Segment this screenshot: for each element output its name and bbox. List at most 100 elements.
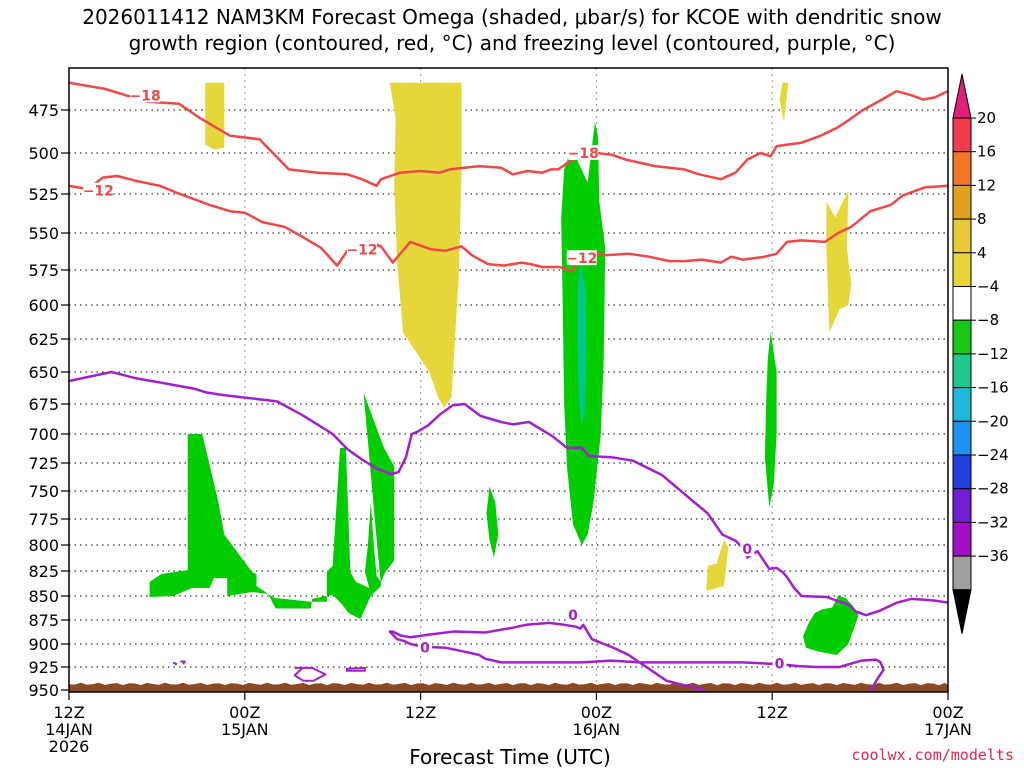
y-tick-label-900: 900 [28, 635, 59, 654]
colorbar-swatch-11 [952, 488, 972, 523]
contour-label-5: 0 [742, 542, 752, 558]
contour-label-bg-1 [568, 145, 599, 160]
colorbar-swatch-5 [952, 286, 972, 321]
colorbar-label-5: −4 [977, 278, 999, 296]
omega-region-upward-5 [803, 596, 859, 655]
chart-title-line-2: growth region (contoured, red, °C) and f… [129, 31, 896, 55]
contour-label-2: −12 [83, 184, 114, 200]
contour-freezing-level [69, 370, 948, 617]
contour-label-bg-5 [740, 541, 755, 557]
y-tick-label-925: 925 [28, 658, 59, 677]
omega-region-downward-6 [205, 82, 225, 150]
colorbar-label-10: −24 [977, 446, 1009, 464]
contour-label-bg-2 [83, 182, 114, 198]
colorbar-swatch-6 [952, 319, 972, 355]
colorbar-label-4: 4 [977, 244, 987, 262]
temperature-contours [69, 81, 948, 692]
y-tick-label-500: 500 [28, 144, 59, 163]
contour-label-0: −18 [130, 88, 161, 104]
y-tick-label-700: 700 [28, 425, 59, 444]
colorbar-label-6: −8 [977, 311, 999, 329]
x-tick-label-0-2: 2026 [49, 737, 90, 756]
contour-dgz-bottom [69, 174, 948, 273]
contour-freezing-level-lower [388, 621, 885, 692]
colorbar-swatch-4 [952, 252, 972, 288]
y-axis: 475 500 525 550 575 600 625 650 675 700 725 750 775 8… [28, 101, 69, 700]
y-tick-label-950: 950 [28, 681, 59, 700]
colorbar-label-9: −20 [977, 412, 1009, 430]
colorbar-swatch-13 [952, 555, 972, 591]
x-tick-label-12-0: 00Z [229, 703, 260, 722]
contour-label-bg-7 [417, 639, 432, 655]
omega-region-downward-7 [389, 82, 462, 408]
y-tick-label-600: 600 [28, 296, 59, 315]
y-tick-label-800: 800 [28, 536, 59, 555]
omega-region-upward-0 [149, 392, 395, 619]
colorbar-label-8: −16 [977, 379, 1009, 397]
y-tick-label-675: 675 [28, 395, 59, 414]
terrain-surface [69, 682, 948, 692]
colorbar-bottom-arrow [952, 589, 972, 634]
y-tick-label-850: 850 [28, 587, 59, 606]
omega-region-downward-9 [826, 190, 852, 333]
x-axis-label: Forecast Time (UTC) [409, 745, 611, 768]
y-tick-label-650: 650 [28, 363, 59, 382]
credit-text: coolwx.com/modelts [851, 746, 1014, 764]
y-tick-label-625: 625 [28, 330, 59, 349]
contour-label-bg-8 [772, 655, 787, 671]
colorbar: 20 16 12 8 4 −4 −8 −12 −16 −20 −24 −28 −32 −36 [952, 73, 1009, 634]
contour-label-bg-3 [347, 241, 377, 257]
contour-small-loop-3 [180, 660, 186, 665]
y-tick-label-525: 525 [28, 185, 59, 204]
contour-label-bg-6 [565, 607, 580, 623]
colorbar-swatch-10 [952, 454, 972, 490]
contour-label-1: −18 [568, 146, 599, 162]
contour-small-loop-1 [293, 666, 327, 682]
contour-label-6: 0 [568, 608, 578, 624]
colorbar-swatch-0 [952, 117, 972, 153]
omega-shading [149, 82, 859, 655]
colorbar-label-0: 20 [977, 109, 996, 127]
contour-labels: −18 −18 −12 −12 −12 0 0 0 0 [83, 87, 787, 672]
x-tick-label-0-1: 14JAN [45, 720, 93, 739]
y-tick-label-475: 475 [28, 101, 59, 120]
y-tick-label-725: 725 [28, 454, 59, 473]
y-tick-label-575: 575 [28, 261, 59, 280]
contour-label-3: −12 [346, 242, 377, 258]
omega-region-upward-3 [486, 486, 499, 558]
y-tick-label-825: 825 [28, 562, 59, 581]
x-tick-label-60-1: 17JAN [924, 720, 972, 739]
colorbar-label-3: 8 [977, 210, 987, 228]
contour-dgz-top [69, 81, 948, 188]
x-tick-label-60-0: 00Z [932, 703, 963, 722]
omega-region-upward-2 [577, 262, 587, 425]
omega-region-downward-8 [779, 82, 789, 122]
colorbar-swatch-2 [952, 184, 972, 220]
y-tick-label-775: 775 [28, 510, 59, 529]
chart-title-line-1: 2026011412 NAM3KM Forecast Omega (shaded… [82, 5, 942, 29]
colorbar-swatch-12 [952, 521, 972, 557]
terrain-ground [69, 682, 948, 692]
colorbar-swatch-8 [952, 387, 972, 422]
contour-label-4: −12 [566, 251, 597, 267]
contour-label-7: 0 [420, 641, 430, 657]
y-tick-label-550: 550 [28, 224, 59, 243]
x-tick-label-36-0: 00Z [581, 703, 612, 722]
colorbar-label-13: −36 [977, 547, 1009, 565]
colorbar-swatch-3 [952, 218, 972, 254]
omega-region-downward-10 [706, 539, 729, 591]
colorbar-label-7: −12 [977, 345, 1009, 363]
colorbar-swatch-7 [952, 353, 972, 389]
y-tick-label-875: 875 [28, 611, 59, 630]
x-tick-label-0-0: 12Z [53, 703, 84, 722]
plot-frame [68, 67, 949, 693]
contour-label-8: 0 [775, 656, 785, 672]
colorbar-label-11: −28 [977, 480, 1009, 498]
contour-label-bg-0 [130, 87, 161, 103]
colorbar-swatch-9 [952, 420, 972, 456]
contour-small-loop-2 [173, 662, 177, 666]
plot-area: −18 −18 −12 −12 −12 0 0 0 0 [68, 67, 949, 693]
omega-region-upward-4 [764, 332, 777, 508]
